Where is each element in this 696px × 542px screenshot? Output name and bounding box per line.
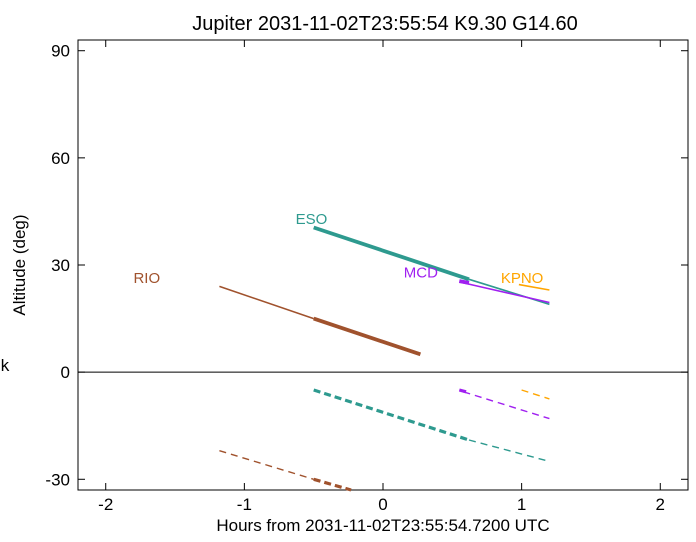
series-rio-altitude-thick — [313, 316, 422, 357]
series-rio-altitude-thin — [219, 285, 314, 320]
y-axis-label: Altitude (deg) — [10, 214, 29, 315]
series-label-kpno: KPNO — [501, 270, 544, 287]
x-tick-label: 2 — [656, 495, 665, 514]
series-eso-shadow-thick — [313, 388, 470, 442]
y-tick-label: 60 — [51, 149, 70, 168]
side-label: k — [0, 356, 10, 375]
series-mcd-altitude-thick — [458, 279, 470, 285]
x-axis: -2 -1 0 1 2 — [98, 40, 665, 514]
x-tick-label: -2 — [98, 495, 113, 514]
series-eso-shadow-thin — [468, 439, 550, 463]
chart-title: Jupiter 2031-11-02T23:55:54 K9.30 G14.60 — [192, 13, 577, 35]
series-label-eso: ESO — [296, 211, 328, 228]
series-mcd-shadow-thick — [458, 388, 467, 394]
y-tick-label: 90 — [51, 42, 70, 61]
series-mcd-altitude-thin — [463, 282, 550, 304]
series-kpno-altitude-thin — [518, 283, 550, 291]
series-layer: RIO ESO MCD KPNO — [133, 211, 550, 492]
x-tick-label: -1 — [237, 495, 252, 514]
series-eso-altitude-thick — [313, 225, 470, 282]
y-tick-label: -30 — [45, 470, 70, 489]
y-tick-label: 30 — [51, 256, 70, 275]
series-label-rio: RIO — [133, 270, 160, 287]
series-rio-shadow-thin — [219, 450, 314, 480]
y-axis: -30 0 30 60 90 — [45, 42, 688, 489]
x-tick-label: 0 — [378, 495, 387, 514]
x-tick-label: 1 — [517, 495, 526, 514]
series-label-mcd: MCD — [404, 265, 438, 282]
x-axis-label: Hours from 2031-11-02T23:55:54.7200 UTC — [216, 516, 549, 535]
y-tick-label: 0 — [61, 363, 70, 382]
series-mcd-shadow-thin — [463, 391, 550, 420]
series-rio-shadow-thick — [313, 477, 352, 492]
series-kpno-shadow-thin — [521, 389, 550, 400]
plot-frame — [77, 39, 689, 491]
